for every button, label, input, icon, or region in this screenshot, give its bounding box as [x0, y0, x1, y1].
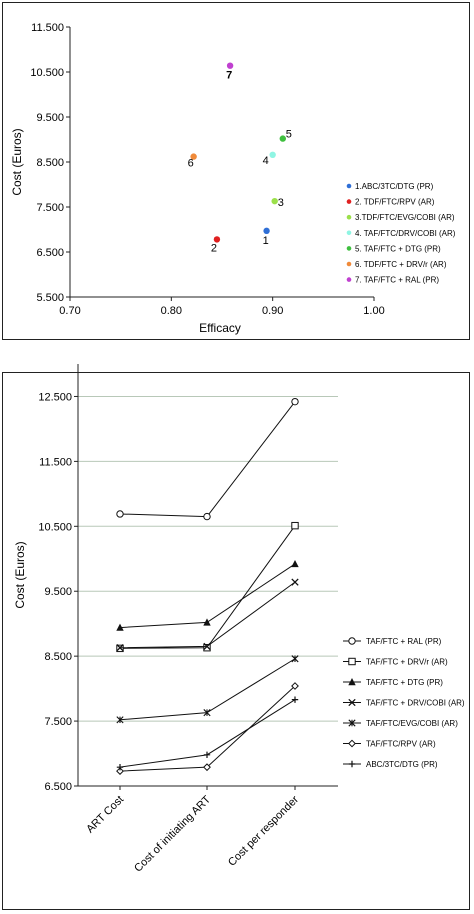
series-marker — [116, 716, 124, 724]
series-marker — [203, 512, 211, 521]
y-tick-label: 10.500 — [30, 67, 64, 79]
legend-marker — [346, 261, 352, 267]
data-point-label: 2 — [211, 242, 217, 254]
legend-entry: TAF/FTC + RAL (PR) — [366, 637, 442, 646]
x-axis-label: Efficacy — [199, 321, 241, 335]
legend-entry: TAF/FTC/EVG/COBI (AR) — [366, 719, 458, 728]
legend-marker — [348, 760, 356, 768]
y-tick-label: 6.500 — [44, 781, 72, 793]
data-point-label: 4 — [263, 155, 269, 167]
legend-entry: 2. TDF/FTC/RPV (AR) — [355, 198, 435, 207]
x-tick-label: Cost of initiating ART — [132, 793, 213, 874]
legend-entry: ABC/3TC/DTG (PR) — [366, 760, 438, 769]
legend-marker — [346, 199, 352, 204]
x-tick-label: 0.80 — [161, 305, 182, 317]
series-marker — [291, 682, 299, 690]
data-point-label: 7 — [226, 70, 232, 82]
legend-entry: 4. TAF/FTC/DRV/COBI (AR) — [355, 229, 456, 238]
y-tick-label: 7.500 — [44, 716, 72, 728]
legend-marker — [348, 657, 356, 666]
legend-marker — [346, 214, 352, 220]
legend-entry: TAF/FTC + DTG (PR) — [366, 678, 443, 687]
x-tick-label: Cost per responder — [226, 793, 301, 868]
y-tick-label: 8.500 — [36, 157, 64, 169]
y-tick-label: 9.500 — [36, 112, 64, 124]
series-marker — [291, 559, 299, 568]
x-tick-label: ART Cost — [84, 794, 126, 836]
data-point-2 — [213, 236, 221, 243]
legend-marker — [346, 230, 352, 236]
legend-marker — [348, 698, 356, 707]
series-marker — [116, 644, 124, 652]
series-marker — [203, 751, 211, 759]
y-tick-label: 11.500 — [39, 456, 72, 468]
series-marker — [116, 767, 124, 775]
y-tick-label: 9.500 — [44, 586, 72, 598]
y-tick-label: 6.500 — [36, 247, 64, 259]
series-marker — [291, 397, 299, 406]
legend-marker — [348, 739, 356, 748]
data-point-4 — [269, 151, 276, 158]
series-marker — [116, 623, 124, 631]
series-marker — [203, 618, 211, 626]
series-line — [119, 525, 296, 649]
legend-entry: 1.ABC/3TC/DTG (PR) — [355, 182, 434, 191]
series-line — [119, 581, 296, 649]
x-tick-label: 0.70 — [59, 305, 80, 317]
data-point-label: 1 — [263, 235, 269, 247]
scatter-chart-panel — [2, 2, 470, 340]
legend-marker — [346, 183, 352, 189]
data-point-label: 3 — [278, 197, 284, 209]
x-tick-label: 0.90 — [262, 305, 283, 317]
series-line — [119, 563, 296, 629]
y-tick-label: 5.500 — [36, 292, 64, 304]
legend-entry: 6. TDF/FTC + DRV/r (AR) — [355, 260, 447, 269]
data-point-5 — [279, 135, 286, 142]
data-point-7 — [226, 62, 234, 69]
legend-entry: 5. TAF/FTC + DTG (PR) — [355, 244, 441, 253]
data-point-1 — [263, 227, 270, 235]
y-axis-label: Cost (Euros) — [10, 128, 24, 195]
y-tick-label: 12.500 — [38, 391, 72, 403]
legend-entry: TAF/FTC + DRV/COBI (AR) — [366, 699, 465, 708]
series-marker — [116, 510, 124, 518]
y-tick-label: 11.500 — [31, 22, 64, 34]
legend-marker — [348, 637, 356, 645]
legend-entry: 7. TAF/FTC + RAL (PR) — [355, 276, 439, 285]
y-axis-label: Cost (Euros) — [13, 541, 27, 608]
legend-marker — [348, 719, 356, 727]
data-point-3 — [271, 197, 278, 205]
y-tick-label: 8.500 — [44, 651, 72, 663]
series-marker — [203, 763, 211, 772]
series-marker — [116, 763, 124, 771]
legend-marker — [346, 277, 352, 282]
data-point-label: 6 — [188, 158, 194, 170]
series-marker — [291, 696, 299, 703]
series-marker — [203, 644, 211, 652]
series-line — [119, 401, 296, 518]
series-marker — [203, 642, 211, 651]
y-tick-label: 7.500 — [36, 202, 64, 214]
data-point-label: 5 — [286, 129, 292, 141]
legend-marker — [348, 678, 356, 686]
legend-entry: TAF/FTC + DRV/r (AR) — [366, 658, 448, 667]
series-line — [119, 685, 296, 772]
series-marker — [203, 709, 211, 717]
legend-entry: TAF/FTC/RPV (AR) — [366, 740, 436, 749]
legend-entry: 3.TDF/FTC/EVG/COBI (AR) — [355, 213, 455, 222]
y-tick-label: 10.500 — [38, 521, 72, 533]
series-marker — [291, 578, 299, 586]
data-point-6 — [190, 153, 197, 160]
series-marker — [291, 655, 299, 663]
legend-marker — [346, 246, 352, 251]
series-marker — [291, 521, 299, 530]
x-tick-label: 1.00 — [363, 305, 384, 317]
